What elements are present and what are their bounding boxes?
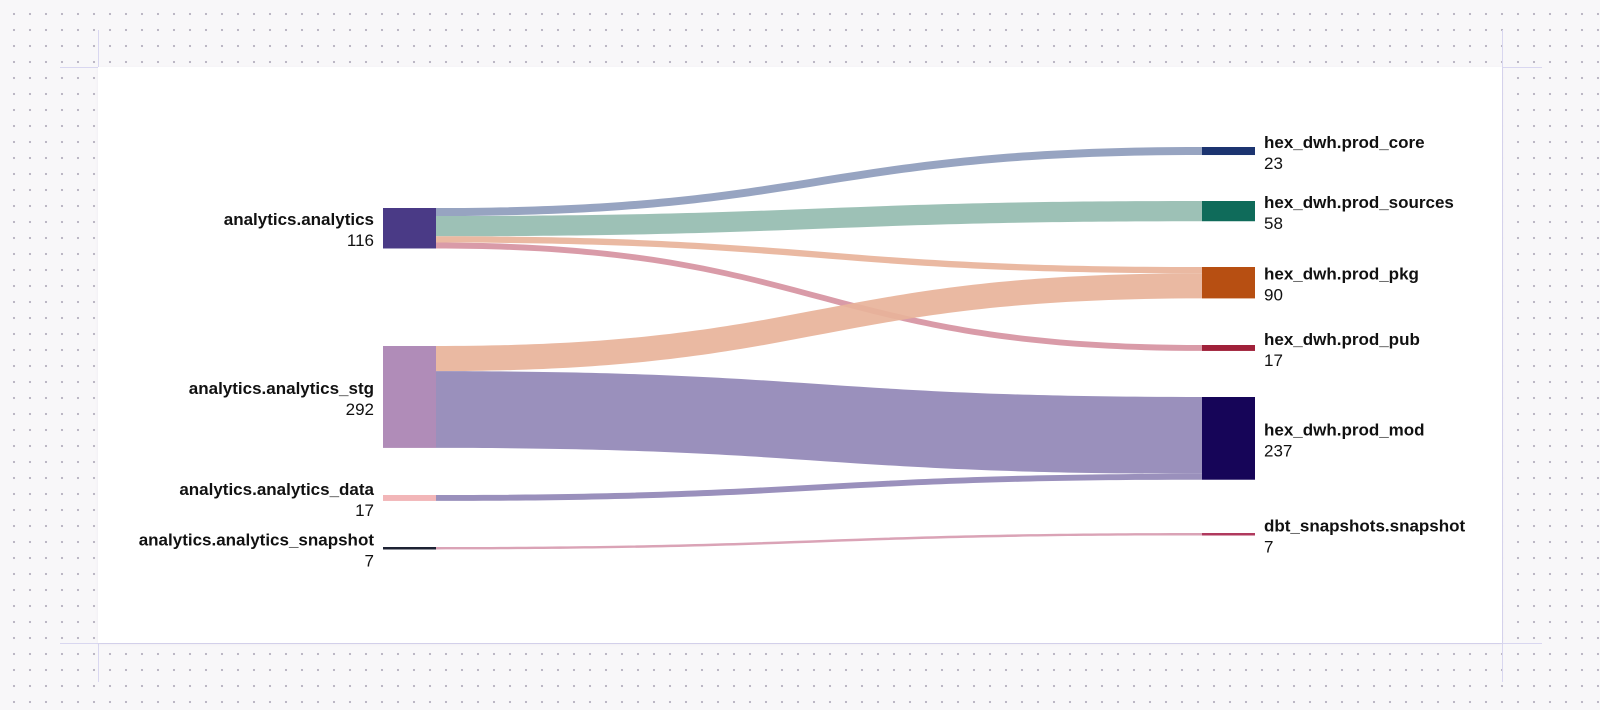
source-node-bar bbox=[383, 208, 436, 249]
target-node-label: hex_dwh.prod_pub bbox=[1264, 330, 1420, 349]
link-analytics-analytics-to-hex-dwh-prod-sources bbox=[436, 201, 1202, 237]
target-node-label: hex_dwh.prod_mod bbox=[1264, 420, 1425, 439]
target-node-value: 17 bbox=[1264, 351, 1283, 370]
guide-line-right bbox=[1502, 30, 1503, 682]
source-node-value: 116 bbox=[347, 231, 374, 250]
source-node-label: analytics.analytics_data bbox=[179, 480, 374, 499]
target-node-hex-dwh-prod-core: hex_dwh.prod_core 23 bbox=[1202, 133, 1425, 173]
target-node-value: 7 bbox=[1264, 537, 1273, 556]
target-node-bar bbox=[1202, 397, 1255, 480]
target-node-hex-dwh-prod-pub: hex_dwh.prod_pub 17 bbox=[1202, 330, 1420, 370]
target-node-value: 23 bbox=[1264, 154, 1283, 173]
link-analytics-analytics-stg-to-hex-dwh-prod-mod bbox=[436, 371, 1202, 474]
source-node-value: 17 bbox=[355, 501, 374, 520]
target-node-bar bbox=[1202, 147, 1255, 156]
target-node-bar bbox=[1202, 533, 1255, 536]
target-node-value: 90 bbox=[1264, 286, 1283, 305]
source-node-label: analytics.analytics bbox=[224, 210, 374, 229]
link-analytics-analytics-to-hex-dwh-prod-pub bbox=[436, 242, 1202, 351]
target-node-hex-dwh-prod-pkg: hex_dwh.prod_pkg 90 bbox=[1202, 265, 1419, 305]
link-analytics-analytics-to-hex-dwh-prod-core bbox=[436, 147, 1202, 217]
target-node-dbt-snapshots-snapshot: dbt_snapshots.snapshot 7 bbox=[1202, 516, 1466, 556]
source-node-label: analytics.analytics_stg bbox=[189, 379, 374, 398]
source-node-analytics-analytics-stg: analytics.analytics_stg 292 bbox=[189, 346, 436, 448]
source-node-analytics-analytics-data: analytics.analytics_data 17 bbox=[179, 480, 436, 520]
target-node-bar bbox=[1202, 201, 1255, 222]
target-node-label: hex_dwh.prod_core bbox=[1264, 133, 1425, 152]
source-node-analytics-analytics-snapshot: analytics.analytics_snapshot 7 bbox=[139, 530, 436, 570]
target-node-value: 58 bbox=[1264, 214, 1283, 233]
target-node-hex-dwh-prod-sources: hex_dwh.prod_sources 58 bbox=[1202, 193, 1454, 233]
source-node-value: 292 bbox=[346, 400, 374, 419]
target-node-label: hex_dwh.prod_pkg bbox=[1264, 265, 1419, 284]
link-analytics-analytics-data-to-hex-dwh-prod-mod bbox=[436, 473, 1202, 501]
target-node-label: hex_dwh.prod_sources bbox=[1264, 193, 1454, 212]
source-node-bar bbox=[383, 346, 436, 448]
target-node-value: 237 bbox=[1264, 441, 1292, 460]
source-node-value: 7 bbox=[365, 551, 374, 570]
target-node-bar bbox=[1202, 345, 1255, 351]
sankey-links bbox=[436, 147, 1202, 550]
source-node-bar bbox=[383, 495, 436, 501]
link-analytics-analytics-snapshot-to-dbt-snapshots-snapshot bbox=[436, 533, 1202, 550]
chart-card bbox=[98, 67, 1502, 643]
link-analytics-analytics-to-hex-dwh-prod-pkg bbox=[436, 236, 1202, 274]
source-node-bar bbox=[383, 547, 436, 550]
source-node-label: analytics.analytics_snapshot bbox=[139, 530, 375, 549]
source-node-analytics-analytics: analytics.analytics 116 bbox=[224, 208, 436, 250]
target-node-bar bbox=[1202, 267, 1255, 299]
target-node-label: dbt_snapshots.snapshot bbox=[1264, 516, 1466, 535]
link-analytics-analytics-stg-to-hex-dwh-prod-pkg bbox=[436, 273, 1202, 372]
target-node-hex-dwh-prod-mod: hex_dwh.prod_mod 237 bbox=[1202, 397, 1425, 480]
guide-line-bottom bbox=[60, 643, 1542, 644]
